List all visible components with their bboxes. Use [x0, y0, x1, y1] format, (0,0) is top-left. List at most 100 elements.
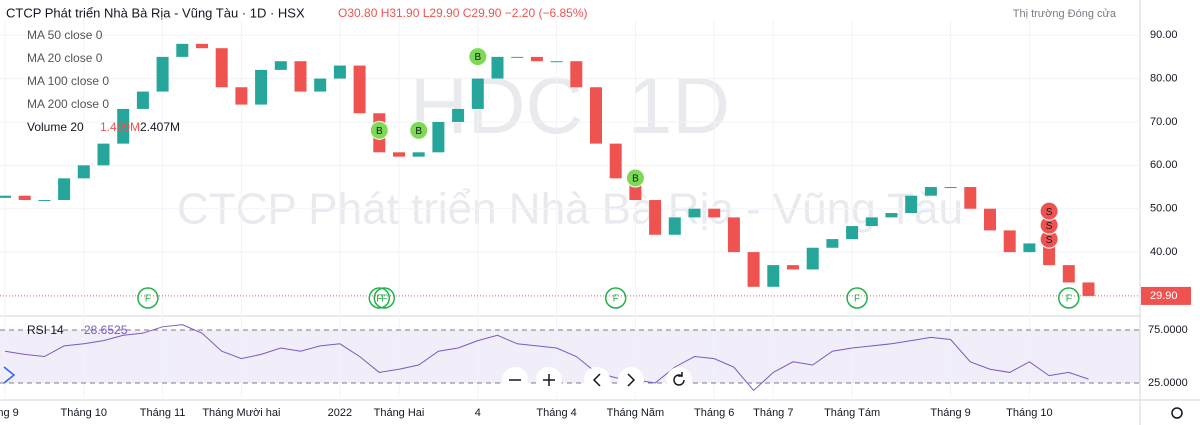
candle [865, 217, 878, 227]
indicator-label[interactable]: MA 20 close 0 [27, 51, 103, 65]
x-tick-label: Tháng 10 [61, 407, 107, 419]
candle [314, 78, 327, 92]
scroll-left-icon [592, 373, 601, 387]
signal-label: B [632, 174, 639, 185]
candle [353, 65, 366, 114]
candle [432, 121, 445, 153]
candle [668, 217, 681, 235]
signal-marker [409, 120, 429, 140]
candle [156, 56, 169, 92]
candle [905, 195, 918, 214]
candle [688, 208, 701, 218]
volume-label[interactable]: Volume 20 [27, 120, 84, 134]
last-price-label: 29.90 [1150, 290, 1178, 302]
rsi-label[interactable]: RSI 14 [27, 323, 64, 337]
reset-icon [673, 372, 685, 386]
y-tick-label: 60.00 [1150, 159, 1178, 171]
logo-icon [3, 366, 16, 384]
candle [747, 252, 760, 287]
indicator-label[interactable]: MA 100 close 0 [27, 74, 109, 88]
signal-label: B [376, 126, 383, 137]
signal-marker [137, 287, 159, 309]
toolbar [3, 366, 1183, 419]
zoom-in-icon [543, 374, 555, 386]
candle [550, 61, 563, 63]
x-tick-label: Tháng 6 [694, 407, 734, 419]
signal-marker [625, 168, 645, 188]
candle [38, 200, 51, 202]
signal-label: F [854, 294, 860, 305]
y-tick-label: 50.00 [1150, 203, 1178, 215]
y-tick-label: 90.00 [1150, 29, 1178, 41]
candle [0, 195, 11, 198]
signal-label: F [376, 294, 382, 305]
candle [767, 265, 780, 287]
signal-label: F [613, 294, 619, 305]
candle [1043, 243, 1056, 266]
x-tick-label: Tháng 4 [536, 407, 576, 419]
x-tick-label: 2022 [328, 407, 352, 419]
signal-marker [604, 287, 627, 309]
signal-label: B [474, 52, 481, 63]
x-tick-label: Tháng 11 [140, 407, 186, 419]
x-tick-label: 4 [475, 407, 481, 419]
signal-marker [373, 287, 396, 309]
candle [649, 200, 662, 235]
x-tick-label: Tháng Năm [607, 407, 664, 419]
candle [235, 87, 248, 105]
signal-label: S [1046, 207, 1053, 218]
candle [215, 48, 228, 88]
watermark-ticker: HDC, 1D [410, 61, 730, 150]
reset-button[interactable] [666, 367, 692, 393]
x-tick-label: Tháng Hai [374, 407, 425, 419]
candle [294, 61, 307, 92]
market-status: Thị trường Đóng cửa [1013, 8, 1117, 20]
candle [806, 247, 819, 270]
signal-label: B [415, 126, 422, 137]
candle [196, 43, 208, 49]
candle [1023, 243, 1036, 253]
plot: 40.00 50.00 60.00 70.00 80.00 90.00 áng 9 Tháng… [0, 20, 1191, 419]
candle [333, 65, 346, 79]
signal-marker [1039, 201, 1059, 221]
scroll-left-button[interactable] [584, 367, 610, 393]
volume-ma-value: 2.407M [140, 120, 180, 134]
symbol-title: CTCP Phát triển Nhà Bà Rịa - Vũng Tàu · … [6, 5, 305, 20]
scroll-right-button[interactable] [618, 367, 644, 393]
candle [708, 208, 721, 218]
settings-button[interactable] [1171, 407, 1183, 419]
signal-label: S [1046, 221, 1053, 232]
candle [274, 61, 287, 70]
candle [787, 265, 799, 270]
signal-label: F [381, 294, 387, 305]
candle [846, 226, 859, 240]
candle [491, 56, 504, 79]
x-tick-label: Tháng 10 [1006, 407, 1052, 419]
candle [136, 91, 149, 109]
candle [18, 195, 31, 201]
candle [944, 187, 957, 189]
y-tick-label: 70.00 [1150, 116, 1178, 128]
signal-marker [368, 287, 391, 309]
candle [1082, 282, 1095, 296]
signal-label: F [145, 294, 151, 305]
candle [727, 217, 740, 253]
scroll-right-icon [627, 373, 636, 387]
y-tick-label: 80.00 [1150, 72, 1178, 84]
signal-marker [1058, 287, 1080, 309]
signal-marker [846, 287, 868, 309]
x-tick-label: Tháng 7 [753, 407, 793, 419]
candle [885, 213, 898, 218]
candle [590, 87, 602, 144]
rsi-value: 28.6525 [84, 323, 128, 337]
candle [570, 61, 583, 88]
candle [77, 165, 90, 179]
candle [117, 108, 130, 144]
indicator-label[interactable]: MA 200 close 0 [27, 97, 109, 111]
candle [452, 108, 465, 122]
candle [412, 152, 425, 157]
indicator-label[interactable]: MA 50 close 0 [27, 28, 103, 42]
